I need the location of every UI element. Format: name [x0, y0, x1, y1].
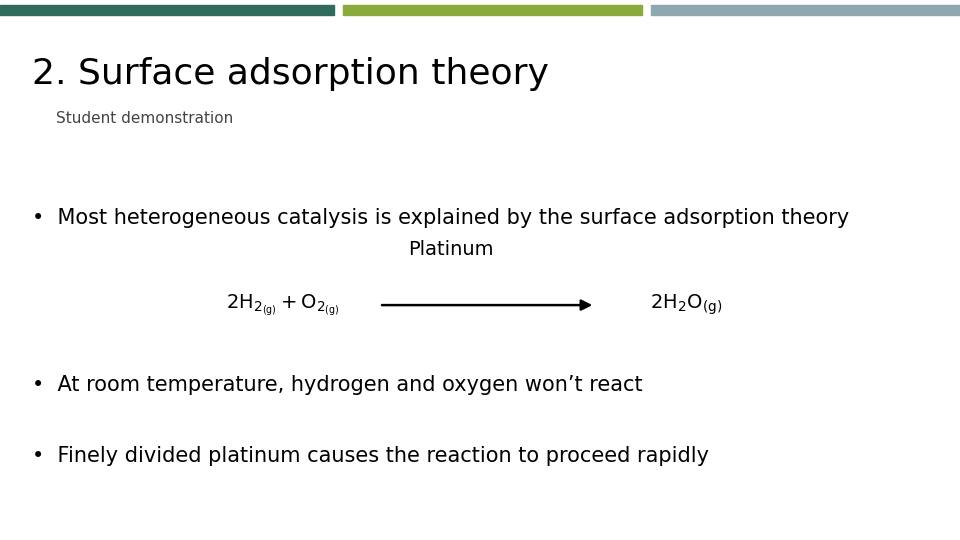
Bar [343, 5, 642, 15]
Bar [0, 5, 334, 15]
Text: •  Most heterogeneous catalysis is explained by the surface adsorption theory: • Most heterogeneous catalysis is explai… [32, 208, 849, 228]
Text: $\mathregular{2H_{2_{(g)}} + O_{2_{(g)}}}$: $\mathregular{2H_{2_{(g)}} + O_{2_{(g)}}… [227, 292, 340, 318]
Text: •  At room temperature, hydrogen and oxygen won’t react: • At room temperature, hydrogen and oxyg… [32, 375, 642, 395]
Bar [651, 5, 960, 15]
Text: 2. Surface adsorption theory: 2. Surface adsorption theory [32, 57, 548, 91]
Text: $\mathregular{2H_{2}O_{(g)}}$: $\mathregular{2H_{2}O_{(g)}}$ [650, 293, 723, 318]
Text: Student demonstration: Student demonstration [56, 111, 233, 126]
Text: •  Finely divided platinum causes the reaction to proceed rapidly: • Finely divided platinum causes the rea… [32, 446, 708, 465]
Text: Platinum: Platinum [408, 240, 494, 259]
